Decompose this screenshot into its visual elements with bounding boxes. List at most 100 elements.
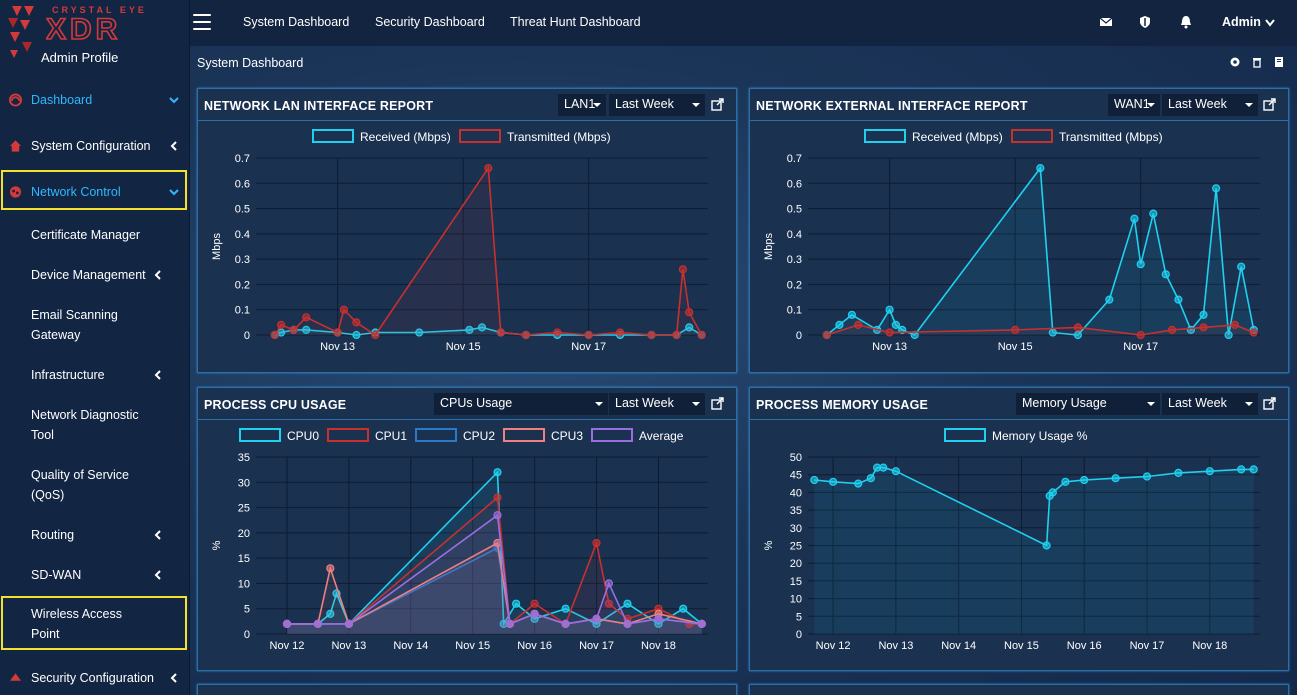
panel-external-interface: NETWORK EXTERNAL INTERFACE REPORT WAN1 L… [749, 88, 1289, 373]
sidebar-item-certificate-manager[interactable]: Certificate Manager [0, 215, 190, 255]
data-point [810, 475, 819, 485]
sidebar-item-routing[interactable]: Routing [0, 515, 190, 555]
sidebar-item-label: Email Scanning Gateway [31, 308, 118, 342]
x-tick-label: Nov 15 [446, 341, 481, 353]
y-tick-label: 35 [238, 452, 250, 464]
series-area [826, 168, 1254, 335]
panel-header: PROCESS MEMORY USAGE Memory Usage Last W… [750, 388, 1288, 420]
admin-profile-label[interactable]: Admin Profile [41, 50, 119, 65]
data-point [333, 328, 342, 337]
logo-tagline: CRYSTAL EYE [52, 5, 147, 15]
data-point [344, 619, 353, 628]
y-tick-label: 0.2 [235, 279, 250, 291]
x-tick-label: Nov 17 [571, 341, 606, 353]
legend-label: Received (Mbps) [912, 130, 1003, 144]
mail-icon[interactable] [1099, 15, 1113, 29]
external-link-icon[interactable] [711, 397, 724, 410]
data-point [1136, 330, 1145, 340]
interface-select-value: WAN1 [1114, 97, 1150, 111]
data-point [415, 328, 424, 337]
legend-label: Average [639, 429, 684, 443]
data-point [1073, 330, 1082, 340]
data-point [592, 614, 601, 623]
series-area [287, 497, 702, 634]
panel-header: PROCESS CPU USAGE CPUs Usage Last Week [198, 388, 736, 420]
data-point [1080, 475, 1089, 485]
series-line [287, 513, 702, 626]
sidebar-item-dashboard[interactable]: Dashboard [0, 80, 190, 120]
page-header: System Dashboard [190, 46, 1297, 78]
data-point [477, 323, 487, 332]
book-icon[interactable] [1273, 56, 1285, 68]
sidebar-item-device-management[interactable]: Device Management [0, 255, 190, 295]
data-point [352, 330, 361, 340]
data-point [1199, 323, 1208, 332]
sidebar-item-label: SD-WAN [31, 568, 82, 582]
data-point [847, 310, 857, 319]
top-link-security-dashboard[interactable]: Security Dashboard [375, 15, 485, 29]
chevron-down-icon [169, 97, 179, 104]
cpu-chart: CPU0 CPU1 CPU2 CPU3 Average 0 5 10 15 20 25 30 35% No… [211, 428, 708, 652]
metric-select-value: CPUs Usage [440, 396, 513, 410]
sidebar-item-wireless-access-point[interactable]: Wireless Access Point [0, 604, 190, 644]
y-tick-label: 0.7 [235, 153, 250, 165]
timerange-select[interactable]: Last Week [609, 393, 705, 415]
data-point [512, 599, 521, 608]
top-link-system-dashboard[interactable]: System Dashboard [243, 15, 350, 29]
chevron-left-icon [154, 570, 161, 580]
data-point [879, 463, 888, 472]
sidebar-item-sd-wan[interactable]: SD-WAN [0, 555, 190, 595]
sidebar-item-network-diagnostic-tool[interactable]: Network Diagnostic Tool [0, 405, 190, 445]
sidebar-item-security-configuration[interactable]: Security Configuration [0, 658, 190, 695]
data-point [1048, 488, 1057, 497]
shield-icon[interactable] [1138, 15, 1152, 29]
interface-select[interactable]: WAN1 [1108, 94, 1160, 116]
top-link-threat-hunt-dashboard[interactable]: Threat Hunt Dashboard [510, 15, 641, 29]
sidebar-item-label: Infrastructure [31, 368, 105, 382]
y-tick-label: 25 [238, 503, 250, 515]
y-tick-label: 0 [796, 330, 802, 342]
y-tick-label: 45 [790, 470, 802, 482]
wan-chart: Received (Mbps) Transmitted (Mbps) 0 0.1 0.2… [763, 129, 1260, 353]
timerange-select[interactable]: Last Week [1162, 94, 1258, 116]
sidebar-item-quality-of-service[interactable]: Quality of Service (QoS) [0, 465, 190, 505]
panel-title: NETWORK EXTERNAL INTERFACE REPORT [756, 99, 1028, 113]
data-point [1130, 214, 1139, 223]
sidebar: CRYSTAL EYE XDR Admin Profile Dashboard … [0, 0, 190, 695]
data-point [1136, 260, 1145, 269]
y-tick-label: 10 [238, 578, 250, 590]
sidebar-item-label: System Configuration [31, 139, 151, 153]
series-area [814, 467, 1254, 634]
trash-icon[interactable] [1251, 56, 1263, 68]
y-tick-label: 10 [790, 594, 802, 606]
sidebar-item-system-configuration[interactable]: System Configuration [0, 126, 190, 166]
data-point [885, 305, 894, 314]
interface-select[interactable]: LAN1 [558, 94, 606, 116]
data-point [1230, 320, 1239, 329]
external-link-icon[interactable] [1263, 397, 1276, 410]
data-point [1042, 541, 1051, 550]
y-tick-label: 0.1 [787, 305, 802, 317]
data-point [1111, 474, 1120, 483]
sidebar-item-email-scanning-gateway[interactable]: Email Scanning Gateway [0, 305, 190, 345]
sidebar-item-infrastructure[interactable]: Infrastructure [0, 355, 190, 395]
timerange-select[interactable]: Last Week [1162, 393, 1258, 415]
external-link-icon[interactable] [711, 98, 724, 111]
timerange-select[interactable]: Last Week [609, 94, 705, 116]
timerange-select-value: Last Week [615, 97, 674, 111]
chevron-left-icon [154, 370, 161, 380]
metric-select[interactable]: Memory Usage [1016, 393, 1160, 415]
x-tick-label: Nov 13 [320, 341, 355, 353]
sidebar-item-network-control[interactable]: Network Control [0, 172, 190, 212]
legend-swatch [864, 129, 906, 143]
data-point [561, 619, 570, 628]
external-link-icon[interactable] [1263, 98, 1276, 111]
admin-user-menu[interactable]: Admin [1222, 15, 1276, 29]
gear-icon[interactable] [1229, 56, 1241, 68]
metric-select[interactable]: CPUs Usage [434, 393, 608, 415]
data-point [339, 305, 348, 314]
panel-cpu-usage: PROCESS CPU USAGE CPUs Usage Last Week C… [197, 387, 737, 671]
bell-icon[interactable] [1179, 15, 1193, 29]
hamburger-menu-icon[interactable] [193, 14, 211, 30]
y-tick-label: 5 [796, 611, 802, 623]
